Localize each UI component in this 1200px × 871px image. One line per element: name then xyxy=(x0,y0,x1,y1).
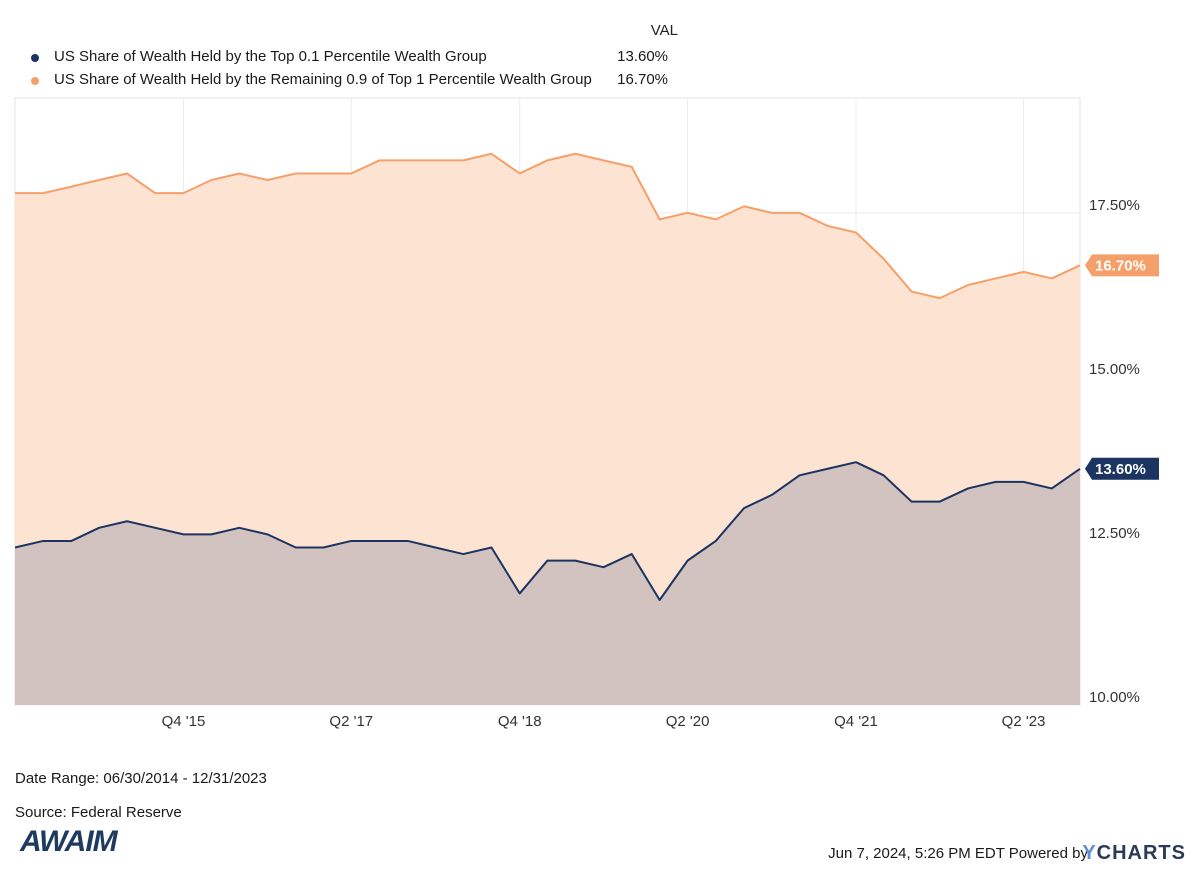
series-area-0 xyxy=(15,462,1080,705)
y-tick-label: 17.50% xyxy=(1089,197,1140,214)
legend-item-top-0-1[interactable]: US Share of Wealth Held by the Top 0.1 P… xyxy=(28,48,668,68)
y-tick-label: 10.00% xyxy=(1089,689,1140,706)
awaim-logo: AWAIM xyxy=(20,825,118,858)
legend-item-value: 13.60% xyxy=(617,48,668,65)
series-line-0 xyxy=(14,461,1081,602)
date-range: Date Range: 06/30/2014 - 12/31/2023 xyxy=(15,770,267,787)
legend-item-remaining-0-9[interactable]: US Share of Wealth Held by the Remaining… xyxy=(28,71,668,91)
series-line-1 xyxy=(15,152,1081,300)
x-tick-label: Q2 '17 xyxy=(329,713,373,730)
last-value-flag xyxy=(1085,457,1159,480)
x-tick-label: Q2 '20 xyxy=(666,713,710,730)
y-tick-label: 12.50% xyxy=(1089,525,1140,542)
last-value-label: 13.60% xyxy=(1095,461,1146,478)
legend-item-value: 16.70% xyxy=(617,71,668,88)
y-tick-label: 15.00% xyxy=(1089,361,1140,378)
legend-item-label: US Share of Wealth Held by the Top 0.1 P… xyxy=(54,48,487,65)
legend-item-label: US Share of Wealth Held by the Remaining… xyxy=(54,71,592,88)
x-tick-label: Q4 '15 xyxy=(162,713,206,730)
timestamp: Jun 7, 2024, 5:26 PM EDT Powered by xyxy=(828,845,1088,862)
ycharts-y-icon: Y xyxy=(1082,842,1097,864)
x-tick-label: Q4 '18 xyxy=(498,713,542,730)
source-note: Source: Federal Reserve xyxy=(15,804,182,821)
x-tick-label: Q2 '23 xyxy=(1002,713,1046,730)
legend-header: VAL xyxy=(650,22,678,39)
brand-text: CHARTS xyxy=(1096,842,1186,864)
last-value-flag xyxy=(1085,254,1159,277)
x-tick-label: Q4 '21 xyxy=(834,713,878,730)
legend-dot-icon xyxy=(31,54,39,62)
last-value-label: 16.70% xyxy=(1095,257,1146,274)
ycharts-logo[interactable]: YCHARTS xyxy=(1082,842,1186,865)
legend-dot-icon xyxy=(31,77,39,85)
